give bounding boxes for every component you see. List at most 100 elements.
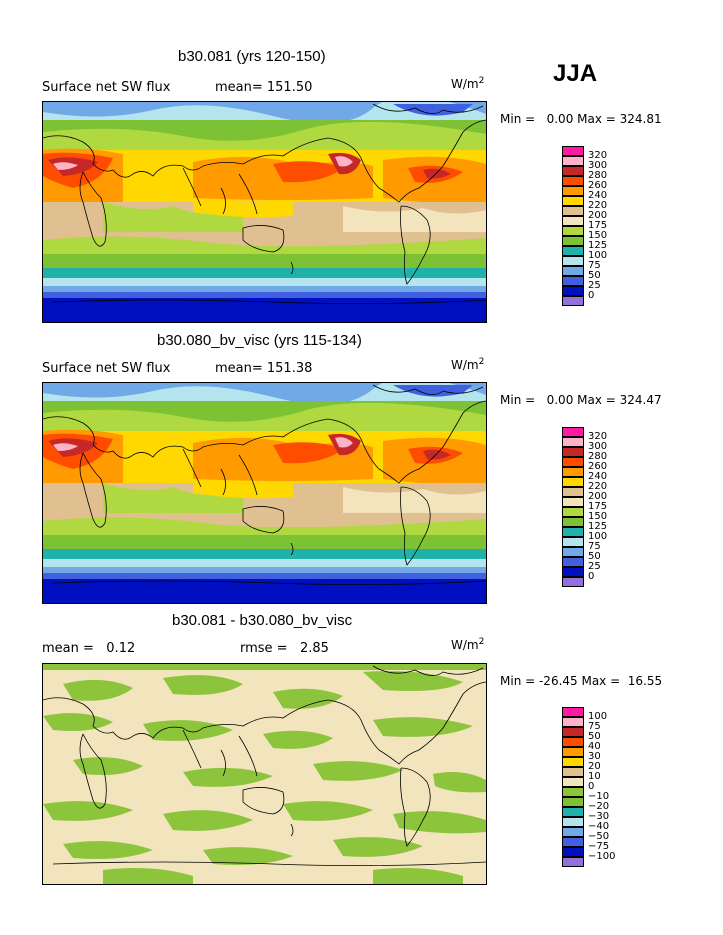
panel-2-colorbar-swatch [562, 507, 584, 517]
panel-1-colorbar-swatch [562, 156, 584, 166]
panel-2-colorbar-label: 125 [588, 521, 608, 532]
panel-1-colorbar-swatch [562, 296, 584, 306]
panel-3-colorbar-swatch [562, 737, 584, 747]
panel-2-colorbar-swatch [562, 577, 584, 587]
panel-3-colorbar-swatch [562, 777, 584, 787]
panel-3-colorbar-swatch [562, 717, 584, 727]
panel-3-colorbar-label: 0 [588, 781, 595, 792]
panel-3-mean-label: mean = 0.12 [42, 641, 136, 656]
panel-3-colorbar-swatch [562, 767, 584, 777]
panel-1-map [42, 101, 487, 323]
panel-2-colorbar-label: 150 [588, 511, 608, 522]
panel-2-colorbar: 320 300 280 260 240 220 200 175 150 125 100 75 50 25 0 [562, 427, 632, 597]
panel-3-colorbar-label: −10 [588, 791, 610, 802]
panel-1-colorbar-label: 240 [588, 190, 608, 201]
panel-3-colorbar-swatch [562, 797, 584, 807]
panel-1-mean-label: mean= 151.50 [215, 80, 313, 95]
panel-1-colorbar-swatch [562, 236, 584, 246]
panel-2-map-svg [43, 383, 486, 603]
panel-2-colorbar-swatch [562, 447, 584, 457]
panel-3-title: b30.081 - b30.080_bv_visc [172, 612, 353, 629]
panel-1-colorbar-swatch [562, 196, 584, 206]
panel-2-colorbar-swatch [562, 427, 584, 437]
panel-2-colorbar-swatch [562, 527, 584, 537]
panel-1-colorbar: 320 300 280 260 240 220 200 175 150 125 100 75 50 25 0 [562, 146, 632, 316]
panel-3-map [42, 663, 487, 885]
panel-2-colorbar-label: 0 [588, 571, 595, 582]
panel-3-colorbar-swatch [562, 707, 584, 717]
panel-1-colorbar-label: 320 [588, 150, 608, 161]
panel-2-variable-label: Surface net SW flux [42, 361, 171, 376]
panel-3-colorbar-swatch [562, 757, 584, 767]
panel-3-colorbar-label: −75 [588, 841, 610, 852]
panel-2-units: W/m2 [451, 357, 485, 372]
panel-3-colorbar: 100 75 50 40 30 20 10 0 −10 −20 −30 −40 −50 −75 −100 [562, 707, 632, 877]
panel-2-colorbar-label: 240 [588, 471, 608, 482]
panel-3-map-svg [43, 664, 486, 884]
panel-1-colorbar-label: 0 [588, 290, 595, 301]
season-label: JJA [553, 60, 598, 87]
panel-1-colorbar-swatch [562, 276, 584, 286]
panel-3-colorbar-label: 75 [588, 721, 601, 732]
panel-2-colorbar-label: 100 [588, 531, 608, 542]
panel-3-minmax: Min = -26.45 Max = 16.55 [500, 674, 663, 688]
panel-3-colorbar-label: −40 [588, 821, 610, 832]
panel-2-colorbar-swatch [562, 477, 584, 487]
panel-2-colorbar-swatch [562, 567, 584, 577]
panel-2-colorbar-swatch [562, 457, 584, 467]
panel-3-colorbar-label: 10 [588, 771, 601, 782]
panel-2-colorbar-swatch [562, 557, 584, 567]
panel-1-colorbar-label: 150 [588, 230, 608, 241]
panel-2-colorbar-label: 220 [588, 481, 608, 492]
panel-1-map-svg [43, 102, 486, 322]
panel-3-colorbar-swatch [562, 817, 584, 827]
panel-2-minmax: Min = 0.00 Max = 324.47 [500, 393, 662, 407]
panel-1-minmax: Min = 0.00 Max = 324.81 [500, 112, 662, 126]
panel-1-colorbar-swatch [562, 256, 584, 266]
panel-3-colorbar-label: 100 [588, 711, 608, 722]
panel-2-colorbar-label: 25 [588, 561, 601, 572]
panel-1-colorbar-label: 50 [588, 270, 601, 281]
panel-2-colorbar-label: 320 [588, 431, 608, 442]
panel-2-colorbar-label: 280 [588, 451, 608, 462]
panel-3-colorbar-label: 40 [588, 741, 601, 752]
panel-1-colorbar-swatch [562, 266, 584, 276]
panel-2-colorbar-swatch [562, 467, 584, 477]
panel-1-colorbar-swatch [562, 146, 584, 156]
panel-3-colorbar-swatch [562, 857, 584, 867]
panel-3-colorbar-swatch [562, 837, 584, 847]
panel-3-colorbar-label: −20 [588, 801, 610, 812]
panel-2-colorbar-swatch [562, 487, 584, 497]
panel-2-colorbar-label: 75 [588, 541, 601, 552]
panel-2-colorbar-label: 300 [588, 441, 608, 452]
panel-2-mean-label: mean= 151.38 [215, 361, 313, 376]
panel-2-title: b30.080_bv_visc (yrs 115-134) [157, 332, 362, 349]
panel-1-colorbar-label: 280 [588, 170, 608, 181]
panel-2-colorbar-swatch [562, 517, 584, 527]
panel-1-colorbar-swatch [562, 176, 584, 186]
panel-1-colorbar-label: 220 [588, 200, 608, 211]
panel-1-colorbar-swatch [562, 286, 584, 296]
panel-1-colorbar-swatch [562, 186, 584, 196]
panel-2-colorbar-swatch [562, 537, 584, 547]
panel-2-colorbar-label: 260 [588, 461, 608, 472]
panel-3-colorbar-label: 30 [588, 751, 601, 762]
panel-1-colorbar-swatch [562, 246, 584, 256]
panel-3-colorbar-swatch [562, 847, 584, 857]
panel-1-colorbar-label: 100 [588, 250, 608, 261]
panel-2-colorbar-swatch [562, 437, 584, 447]
panel-3-colorbar-label: −50 [588, 831, 610, 842]
panel-1-colorbar-label: 25 [588, 280, 601, 291]
panel-3-colorbar-label: 20 [588, 761, 601, 772]
panel-1-colorbar-label: 300 [588, 160, 608, 171]
panel-2-colorbar-label: 175 [588, 501, 608, 512]
panel-1-colorbar-label: 175 [588, 220, 608, 231]
panel-1-units: W/m2 [451, 76, 485, 91]
panel-1-colorbar-swatch [562, 206, 584, 216]
panel-1-colorbar-swatch [562, 226, 584, 236]
panel-2-colorbar-label: 200 [588, 491, 608, 502]
panel-1-colorbar-label: 125 [588, 240, 608, 251]
panel-3-colorbar-label: −100 [588, 851, 616, 862]
panel-3-colorbar-label: 50 [588, 731, 601, 742]
panel-3-colorbar-swatch [562, 727, 584, 737]
